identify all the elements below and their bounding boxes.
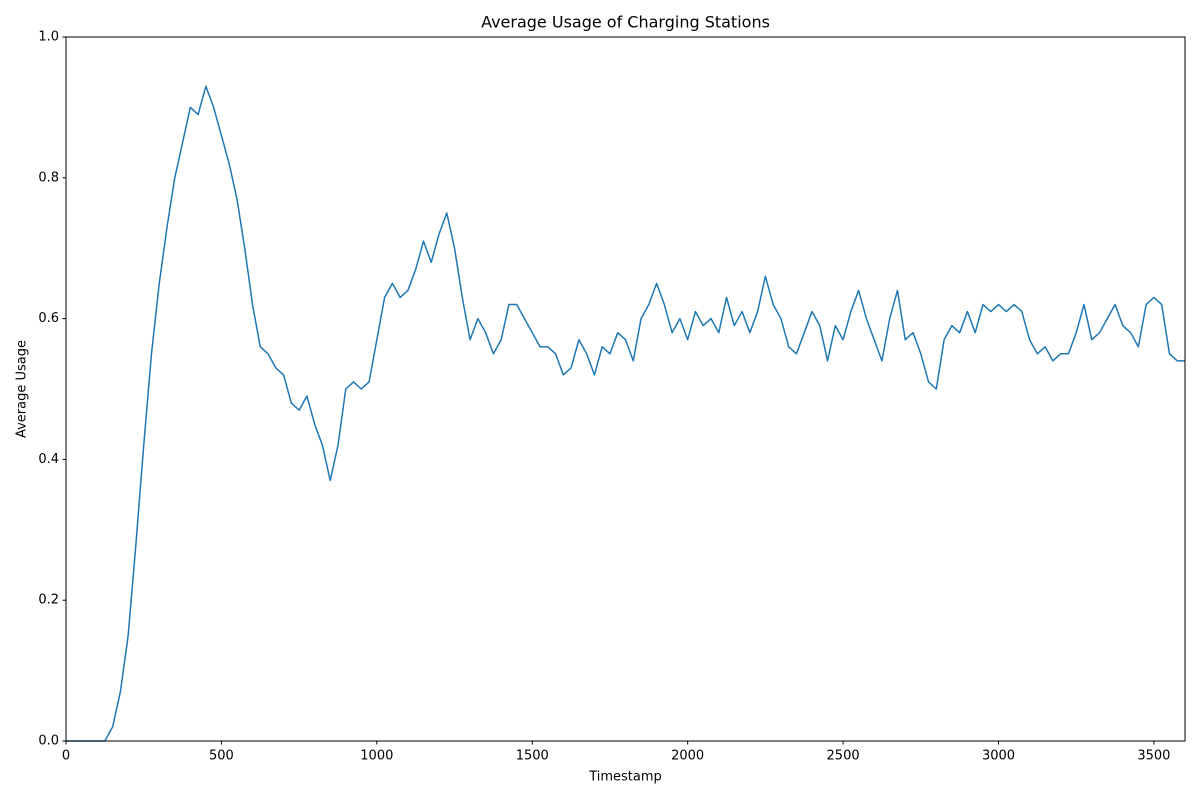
plot-frame — [65, 36, 1186, 742]
x-tick-label: 1500 — [516, 749, 549, 764]
x-tick-label: 2500 — [827, 749, 860, 764]
chart-title: Average Usage of Charging Stations — [481, 13, 770, 32]
y-tick-label: 1.0 — [38, 30, 59, 45]
x-axis-label: Timestamp — [588, 770, 662, 785]
x-tick-label: 3000 — [982, 749, 1015, 764]
y-tick-label: 0.2 — [38, 593, 59, 608]
x-tick-label: 0 — [62, 749, 70, 764]
y-tick-label: 0.6 — [38, 311, 59, 326]
y-tick-label: 0.4 — [38, 452, 59, 467]
x-tick-label: 500 — [209, 749, 234, 764]
data-line — [66, 85, 1185, 742]
y-tick-label: 0.0 — [38, 734, 59, 749]
y-axis-label: Average Usage — [15, 340, 30, 438]
x-tick-label: 3500 — [1137, 749, 1170, 764]
y-tick-label: 0.8 — [38, 170, 59, 185]
x-tick-label: 1000 — [360, 749, 393, 764]
x-tick-label: 2000 — [671, 749, 704, 764]
